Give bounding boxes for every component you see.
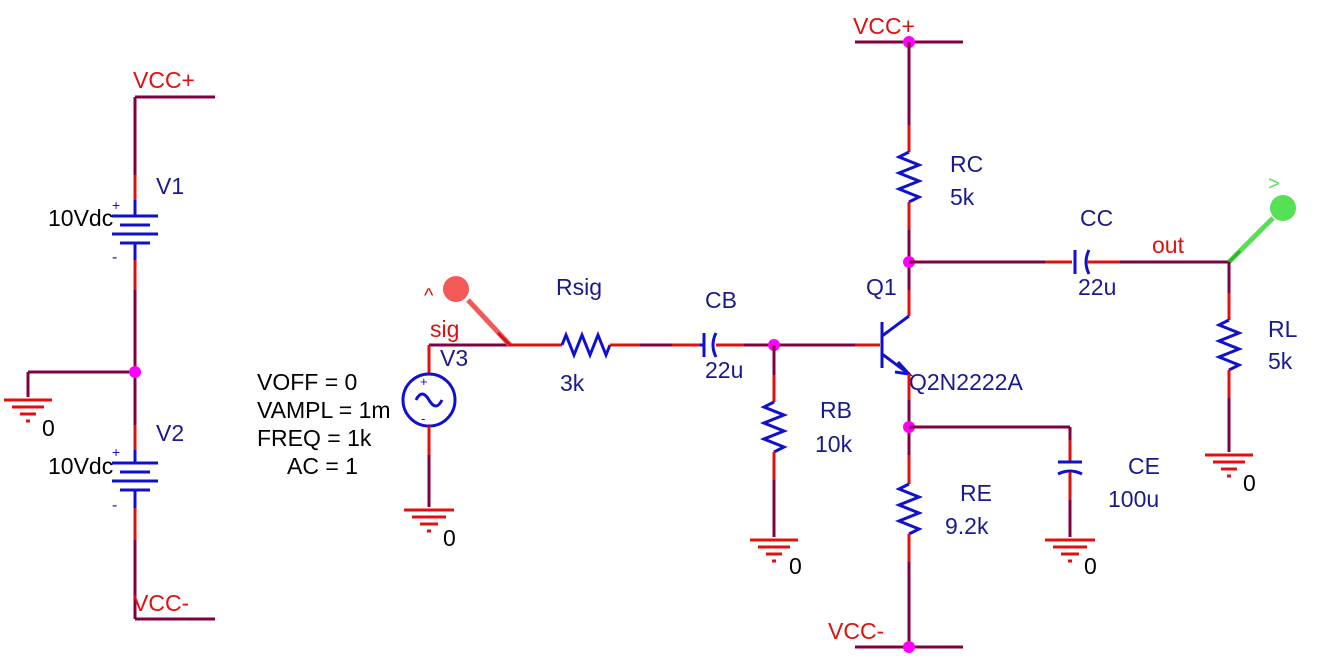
v1-battery-symbol[interactable]: + - <box>112 197 158 266</box>
re-value: 9.2k <box>945 513 989 539</box>
q1-npn-transistor-symbol[interactable] <box>855 314 913 377</box>
output-voltage-probe[interactable] <box>1227 195 1296 264</box>
svg-text:+: + <box>112 197 120 213</box>
v2-value: 10Vdc <box>48 453 113 479</box>
ce-ref: CE <box>1128 453 1160 479</box>
rc-ref: RC <box>950 151 983 177</box>
rsig-value: 3k <box>560 370 585 396</box>
ce-capacitor-symbol[interactable] <box>1057 460 1083 476</box>
rb-resistor-symbol[interactable] <box>759 400 789 454</box>
ground-symbol-v3 <box>404 508 454 533</box>
v1-ref: V1 <box>156 173 184 199</box>
cc-ref: CC <box>1080 205 1113 231</box>
rb-value: 10k <box>815 431 853 457</box>
input-network: Rsig 3k CB 22u RB 10k 0 <box>510 274 855 579</box>
ground-label-left: 0 <box>42 415 55 441</box>
v3-freq: FREQ = 1k <box>257 425 372 451</box>
output-section: CC 22u out > RL 5k 0 <box>909 173 1298 496</box>
ground-symbol-rl <box>1205 453 1253 478</box>
ground-label-v3: 0 <box>443 525 456 551</box>
supply-section: VCC+ + - V1 10Vdc 0 <box>4 67 215 621</box>
ground-label-rl: 0 <box>1243 470 1256 496</box>
rb-ref: RB <box>820 397 852 423</box>
re-resistor-symbol[interactable] <box>894 482 924 536</box>
q1-model: Q2N2222A <box>909 369 1023 395</box>
rl-resistor-symbol[interactable] <box>1214 318 1244 372</box>
ground-symbol-left <box>4 398 52 423</box>
cb-value: 22u <box>705 357 743 383</box>
rl-ref: RL <box>1268 316 1298 342</box>
node-vcc-minus <box>903 641 915 653</box>
v3-ac: AC = 1 <box>287 453 358 479</box>
v3-ref: V3 <box>440 345 468 371</box>
v3-voff: VOFF = 0 <box>257 369 357 395</box>
input-voltage-probe[interactable] <box>443 276 512 347</box>
rc-value: 5k <box>950 184 975 210</box>
v3-sine-source-symbol[interactable]: + - <box>401 372 457 428</box>
rc-resistor-symbol[interactable] <box>894 150 924 204</box>
v1-value: 10Vdc <box>48 205 113 231</box>
q1-ref: Q1 <box>866 274 897 300</box>
ground-label-ce: 0 <box>1084 553 1097 579</box>
transistor-section: VCC+ RC 5k Q1 Q2N2222A RE 9.2k VCC- <box>828 13 1160 653</box>
re-ref: RE <box>960 480 992 506</box>
rl-value: 5k <box>1268 348 1293 374</box>
v2-battery-symbol[interactable]: + - <box>112 444 158 514</box>
ground-symbol-rb <box>750 538 798 563</box>
svg-text:-: - <box>421 411 425 426</box>
vcc-plus-label-top: VCC+ <box>853 13 915 39</box>
ground-label-rb: 0 <box>789 553 802 579</box>
vcc-minus-label-left: VCC- <box>133 590 189 616</box>
cb-ref: CB <box>705 287 737 313</box>
cb-capacitor-symbol[interactable] <box>700 332 718 358</box>
node-mid-supply <box>129 366 141 378</box>
svg-text:-: - <box>112 497 117 514</box>
v2-ref: V2 <box>156 420 184 446</box>
vcc-minus-label-bottom: VCC- <box>828 618 884 644</box>
v3-vampl: VAMPL = 1m <box>257 397 391 423</box>
out-net-label: out <box>1152 232 1185 258</box>
rsig-ref: Rsig <box>556 274 602 300</box>
signal-source-section: VOFF = 0 VAMPL = 1m FREQ = 1k AC = 1 V3 … <box>257 276 512 551</box>
ce-value: 100u <box>1108 486 1159 512</box>
svg-text:+: + <box>420 374 428 389</box>
output-probe-symbol: > <box>1268 173 1280 195</box>
cc-value: 22u <box>1078 274 1116 300</box>
rsig-resistor-symbol[interactable] <box>560 330 612 360</box>
input-probe-symbol: ^ <box>424 285 434 307</box>
ground-symbol-ce <box>1045 538 1095 563</box>
cc-capacitor-symbol[interactable] <box>1073 249 1091 275</box>
vcc-plus-label-left: VCC+ <box>133 67 195 93</box>
svg-text:-: - <box>112 249 117 266</box>
svg-text:+: + <box>112 444 120 460</box>
sig-net-label: sig <box>430 316 459 342</box>
